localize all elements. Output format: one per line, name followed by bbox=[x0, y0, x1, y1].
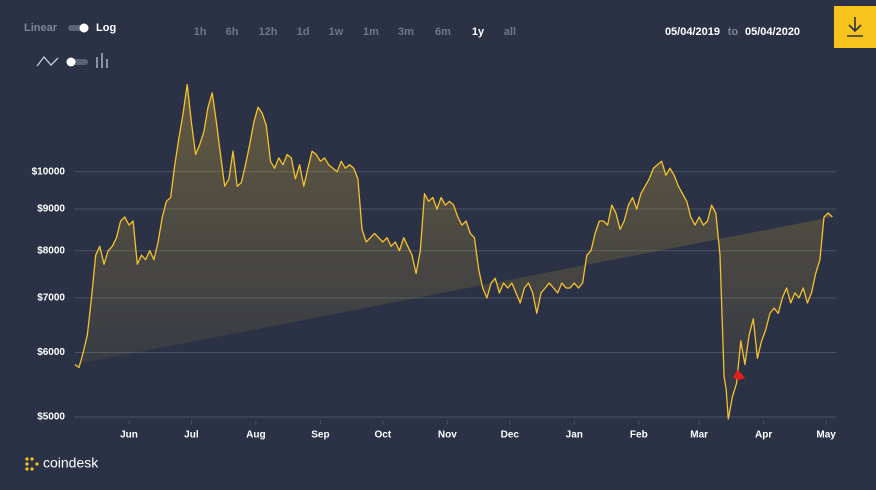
x-tick-label: Nov bbox=[438, 430, 457, 441]
bar-chart-icon[interactable] bbox=[96, 53, 108, 68]
x-tick-label: Jul bbox=[184, 430, 199, 441]
price-area bbox=[74, 84, 833, 420]
range-button[interactable]: 1w bbox=[329, 26, 344, 38]
y-tick-label: $5000 bbox=[37, 412, 65, 423]
brand-icon bbox=[25, 457, 39, 471]
x-tick-label: May bbox=[816, 430, 836, 441]
event-marker bbox=[733, 370, 745, 380]
x-tick-label: Dec bbox=[501, 430, 520, 441]
date-separator: to bbox=[728, 26, 739, 38]
x-tick-label: Aug bbox=[246, 430, 265, 441]
scale-option[interactable]: Linear bbox=[24, 22, 58, 34]
x-tick-label: Apr bbox=[755, 430, 772, 441]
x-tick-label: Oct bbox=[375, 430, 392, 441]
price-line bbox=[74, 83, 833, 420]
y-tick-label: $9000 bbox=[37, 204, 65, 215]
plot: $5000 $6000 $7000 $8000 $9000 $10000 Jun Jul Aug… bbox=[32, 83, 836, 441]
date-from[interactable]: 05/04/2019 bbox=[665, 26, 720, 38]
range-button[interactable]: 3m bbox=[398, 26, 414, 38]
scale-toggle-knob[interactable] bbox=[79, 23, 89, 33]
x-tick-label: Mar bbox=[690, 430, 708, 441]
line-chart-icon[interactable] bbox=[36, 55, 59, 67]
range-button[interactable]: 1y bbox=[472, 26, 485, 38]
brand-name: coindesk bbox=[43, 455, 99, 471]
date-to[interactable]: 05/04/2020 bbox=[745, 26, 800, 38]
y-tick-label: $6000 bbox=[37, 347, 65, 358]
y-tick-label: $7000 bbox=[37, 293, 65, 304]
range-button[interactable]: 1m bbox=[363, 26, 379, 38]
chart-toggle-knob[interactable] bbox=[66, 57, 76, 67]
range-button[interactable]: 1h bbox=[194, 26, 207, 38]
range-button[interactable]: 6h bbox=[226, 26, 239, 38]
y-tick-label: $10000 bbox=[32, 166, 66, 177]
x-tick-label: Jun bbox=[120, 430, 138, 441]
x-tick-label: Jan bbox=[566, 430, 583, 441]
x-tick-label: Sep bbox=[311, 430, 329, 441]
x-tick-label: Feb bbox=[630, 430, 648, 441]
scale-option[interactable]: Log bbox=[96, 22, 116, 34]
y-tick-label: $8000 bbox=[37, 245, 65, 256]
range-button[interactable]: 1d bbox=[297, 26, 310, 38]
range-button[interactable]: all bbox=[504, 26, 516, 38]
range-button[interactable]: 6m bbox=[435, 26, 451, 38]
range-button[interactable]: 12h bbox=[259, 26, 278, 38]
download-icon[interactable] bbox=[847, 17, 863, 37]
